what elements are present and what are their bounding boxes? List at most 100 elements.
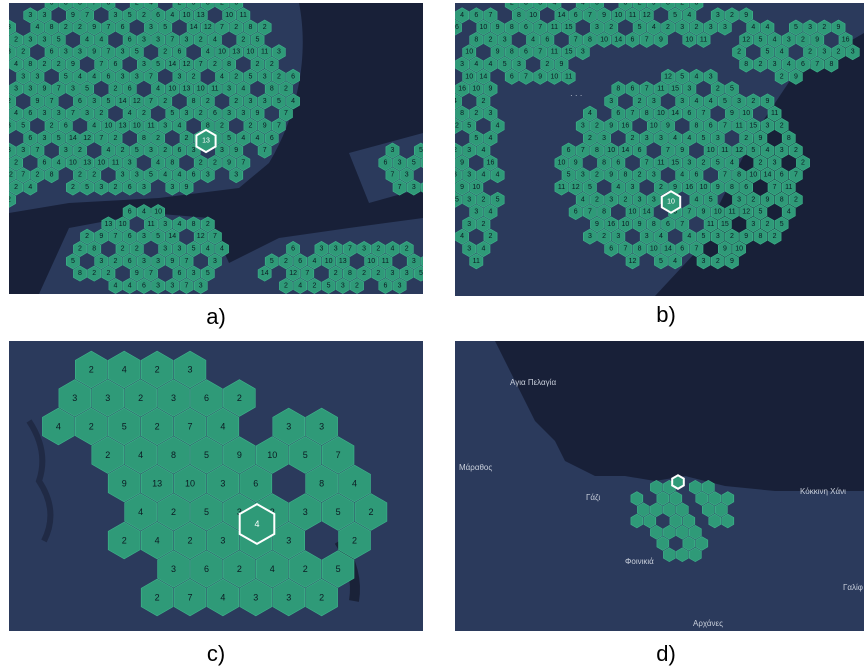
hex-count-label: 9: [122, 479, 127, 489]
hex-count-label: 4: [206, 49, 210, 56]
hex-count-label: 3: [680, 98, 684, 105]
hex-cell: [611, 81, 626, 98]
hex-count-label: 3: [43, 135, 47, 142]
hex-cell: [661, 118, 675, 134]
hex-count-label: 2: [489, 233, 493, 240]
hex-count-label: 2: [638, 98, 642, 105]
hex-count-label: 3: [398, 159, 402, 166]
hex-count-label: 10: [650, 246, 658, 253]
hex-cell: [51, 31, 66, 48]
hex-cell: [342, 265, 357, 282]
hex-count-label: 5: [794, 24, 798, 31]
hex-cell: [158, 19, 173, 36]
hex-cell: [179, 56, 194, 73]
hex-count-label: 4: [35, 24, 39, 31]
hex-cell: [23, 130, 38, 147]
hex-count-label: 9: [766, 98, 770, 105]
hex-count-label: 5: [780, 221, 784, 228]
hex-count-label: 2: [138, 393, 143, 403]
hex-count-label: 4: [206, 246, 210, 253]
hex-cell: [179, 179, 194, 196]
hex-count-label: 2: [334, 270, 338, 277]
hex-count-label: 2: [199, 110, 203, 117]
hex-cell: [193, 81, 208, 98]
hex-count-label: 10: [69, 159, 77, 166]
hex-count-label: 3: [163, 123, 167, 130]
hex-count-label: 2: [638, 3, 642, 7]
hex-count-label: 4: [270, 564, 275, 574]
hex-count-label: 2: [199, 36, 203, 43]
hex-cell: [137, 130, 151, 147]
hex-count-label: 6: [474, 12, 478, 19]
hex-cell: [739, 31, 754, 48]
hex-count-label: 3: [43, 12, 47, 19]
hex-count-label: 2: [248, 123, 252, 130]
hex-count-label: 3: [391, 147, 395, 154]
hex-cell: [725, 154, 739, 171]
hex-count-label: 2: [694, 24, 698, 31]
hex-cell: [406, 154, 421, 171]
hex-count-label: 5: [85, 184, 89, 191]
hex-cell: [611, 7, 626, 24]
hex-cell: [413, 142, 423, 159]
hex-cell: [144, 118, 158, 134]
hex-count-label: 4: [481, 147, 485, 154]
hex-count-label: 4: [220, 422, 225, 432]
hex-cell: [611, 154, 626, 171]
hex-cell: [37, 154, 52, 171]
hex-count-label: 6: [128, 233, 132, 240]
hex-count-label: 4: [460, 233, 464, 240]
hex-cell: [392, 154, 407, 171]
hex-cell: [37, 56, 52, 73]
hex-count-label: 2: [21, 49, 25, 56]
hex-cell: [236, 31, 251, 48]
hex-cell: [547, 3, 562, 11]
hex-cell: [243, 93, 258, 110]
hex-cell: [37, 105, 52, 122]
hex-cell: [647, 241, 661, 257]
hex-count-label: 2: [609, 24, 613, 31]
hex-cell: [604, 142, 619, 159]
hex-cell: [208, 154, 222, 171]
hex-cell: [257, 68, 272, 85]
hex-count-label: 2: [631, 135, 635, 142]
hex-count-label: 3: [851, 49, 855, 56]
hex-count-label: 3: [659, 135, 663, 142]
hex-cell: [87, 19, 102, 36]
hex-cell: [80, 81, 94, 98]
hex-cell: [696, 130, 711, 147]
hex-cell: [675, 68, 690, 85]
hex-cell: [767, 56, 782, 73]
hex-cell: [632, 167, 647, 184]
hex-count-label: 9: [744, 12, 748, 19]
hex-count-label: 7: [702, 110, 706, 117]
hex-count-label: 10: [267, 450, 277, 460]
hex-count-label: 3: [177, 73, 181, 80]
hex-count-label: 3: [64, 3, 68, 7]
hex-cell: [696, 105, 711, 122]
hex-count-label: 7: [680, 221, 684, 228]
hex-count-label: 2: [623, 196, 627, 203]
hex-cell: [236, 81, 251, 98]
hex-cell: [165, 154, 180, 171]
hex-cell: [725, 253, 739, 270]
hex-count-label: 2: [50, 123, 54, 130]
hex-count-label: 10: [657, 110, 665, 117]
hex-cell: [796, 154, 810, 171]
hex-cell: [781, 130, 796, 147]
hex-cell: [80, 154, 94, 171]
hex-cell: [575, 44, 590, 61]
hex-cell: [639, 154, 654, 171]
hex-count-label: 6: [128, 86, 132, 93]
hex-cell: [710, 179, 725, 196]
hex-cell: [632, 3, 647, 11]
hex-cell: [669, 491, 683, 506]
hex-count-label: 8: [616, 86, 620, 93]
hex-count-label: 15: [671, 86, 679, 93]
hex-count-label: 5: [730, 86, 734, 93]
hex-cell: [625, 31, 640, 48]
hex-cell: [746, 93, 761, 110]
hex-count-label: 4: [751, 24, 755, 31]
hex-count-label: 2: [89, 422, 94, 432]
hex-count-label: 12: [664, 73, 672, 80]
